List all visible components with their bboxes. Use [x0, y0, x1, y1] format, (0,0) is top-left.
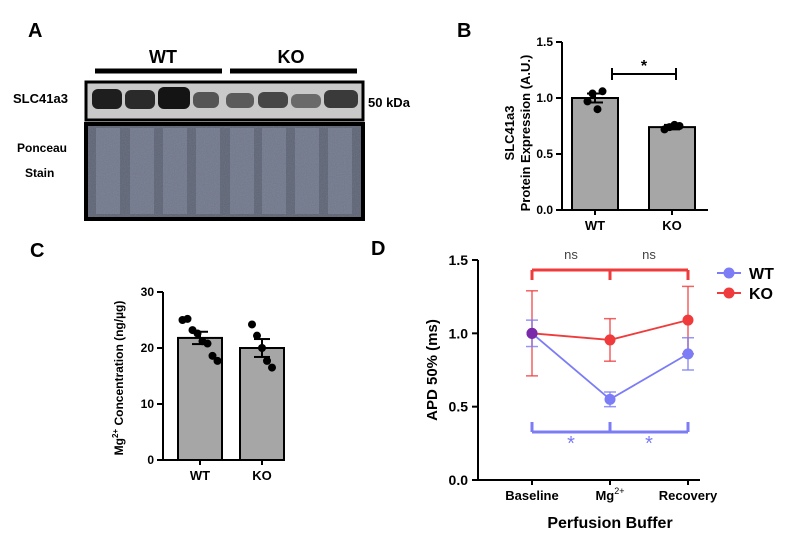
chart-d-ylabel: APD 50% (ms): [424, 319, 441, 421]
panel-label-b: B: [457, 20, 472, 42]
kda-label: 50 kDa: [368, 95, 411, 110]
chart-d-ns-left: ns: [564, 247, 578, 262]
chart-b-ytick-label: 0.0: [536, 203, 553, 217]
chart-c-ylabel: Mg2+ Concentration (ng/µg): [111, 301, 126, 456]
chart-d-legend-label: KO: [749, 286, 773, 303]
chart-b-xtick-label: KO: [662, 218, 682, 233]
chart-c-data-point: [248, 320, 256, 329]
chart-d-xtick-label: Mg2+: [595, 486, 624, 503]
chart-b-data-point: [588, 89, 597, 98]
chart-c-ytick-label: 30: [141, 285, 155, 299]
ponceau-label-line2: Stain: [25, 166, 54, 180]
ponceau-label-line1: Ponceau: [17, 141, 67, 155]
chart-b-ytick-label: 1.5: [536, 35, 553, 49]
chart-d-sig-right: *: [645, 433, 653, 455]
chart-d-ytick-label: 0.5: [449, 399, 469, 415]
chart-d-ns-right: ns: [642, 247, 656, 262]
chart-d-xtick-label: Recovery: [659, 488, 718, 503]
chart-c-data-point: [193, 329, 202, 338]
chart-c-data-point: [203, 339, 212, 348]
chart-c-xtick-label: KO: [252, 468, 272, 483]
blot-wt-label: WT: [149, 47, 177, 67]
chart-c-data-point: [258, 344, 266, 352]
chart-b-xtick-label: WT: [585, 218, 605, 233]
chart-b-ytick-label: 1.0: [536, 91, 553, 105]
chart-c-data-point: [253, 331, 261, 340]
chart-c-ytick-label: 0: [147, 453, 154, 467]
chart-d-series-ko-point: [604, 334, 616, 346]
panel-label-a: A: [28, 20, 43, 42]
chart-d-series-ko-point: [682, 314, 694, 326]
chart-d-xtick-label: Baseline: [505, 488, 558, 503]
chart-c-data-point: [208, 351, 217, 360]
chart-b-sig-star: *: [641, 58, 648, 75]
chart-d-ytick-label: 1.0: [449, 325, 469, 341]
chart-d-legend-marker: [723, 287, 735, 299]
chart-d-sig-left: *: [567, 433, 575, 455]
chart-c-data-point: [183, 314, 192, 323]
chart-d-xlabel: Perfusion Buffer: [547, 515, 672, 532]
panel-label-d: D: [371, 238, 386, 260]
chart-c-data-point: [263, 356, 271, 365]
chart-c-xtick-label: WT: [190, 468, 210, 483]
chart-b-data-point: [598, 87, 607, 96]
blot-bands: [92, 87, 358, 109]
chart-d-series-wt-point: [604, 393, 616, 405]
chart-b-data-point: [583, 97, 592, 106]
blot-ko-label: KO: [278, 47, 305, 67]
chart-c-bar-ko: [239, 347, 285, 461]
chart-d-ytick-label: 1.5: [449, 252, 469, 268]
chart-b-data-point: [675, 122, 684, 130]
chart-d-legend-label: WT: [749, 266, 774, 283]
slc41a3-label: SLC41a3: [13, 91, 68, 106]
chart-c-ytick-label: 10: [141, 397, 155, 411]
chart-b-data-point: [593, 105, 602, 114]
chart-d-series-wt-point: [526, 327, 538, 339]
chart-d-series-wt-point: [682, 348, 694, 360]
chart-c-data-point: [268, 363, 276, 372]
chart-b-ylabel-line1: SLC41a3: [502, 106, 517, 161]
chart-c-data-point: [213, 356, 222, 365]
chart-c-ytick-label: 20: [141, 341, 155, 355]
chart-d-ytick-label: 0.0: [449, 472, 469, 488]
chart-b-ylabel-line2: Protein Expression (A.U.): [518, 55, 533, 212]
chart-b-ytick-label: 0.5: [536, 147, 553, 161]
panel-label-c: C: [30, 240, 45, 262]
chart-d-legend-marker: [723, 267, 735, 279]
